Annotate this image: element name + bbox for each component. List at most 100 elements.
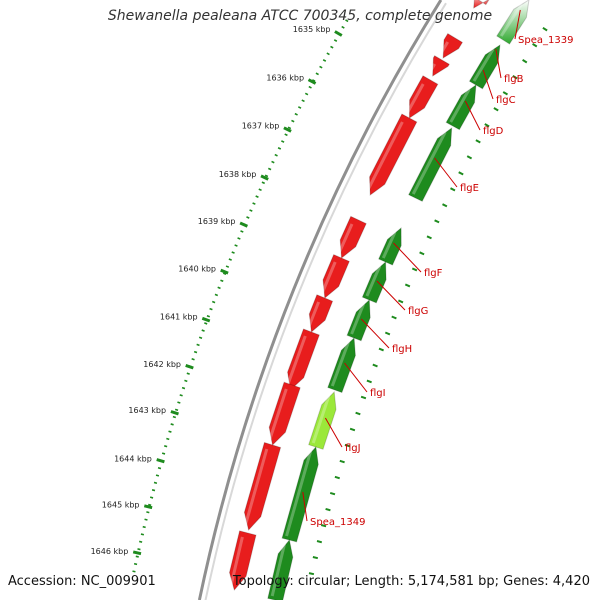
gene-label: Spea_1339	[518, 35, 573, 46]
forward-gene-arrow-shine	[229, 536, 244, 587]
inner-tick-mark	[334, 475, 340, 480]
backbone-shadow	[204, 2, 447, 600]
inner-tick-mark	[308, 572, 315, 576]
forward-gene-arrow	[473, 0, 490, 9]
gene-label: flgB	[504, 74, 524, 85]
gene-label-leader	[495, 48, 502, 79]
forward-gene-arrow	[308, 294, 334, 333]
gene-label: flgH	[392, 344, 412, 355]
gene-label-leader	[482, 69, 494, 100]
forward-gene-arrow	[408, 75, 439, 119]
reverse-gene-arrow-shine	[381, 231, 397, 259]
reverse-gene-arrow-shine	[270, 543, 286, 597]
gene-label-leader	[324, 417, 343, 448]
inner-tick-mark	[532, 43, 538, 48]
reverse-gene-arrow	[267, 538, 294, 600]
scale-tick-mark	[143, 504, 153, 510]
gene-label-leader	[376, 280, 406, 311]
gene-labels: Spea_1339 flgB flgC flgD flgE flgF flgG flgH flg…	[302, 9, 573, 528]
reverse-gene-arrow-shine	[311, 395, 331, 444]
gene-label: flgI	[370, 388, 386, 399]
inner-tick-mark	[384, 331, 391, 336]
inner-tick-mark	[325, 507, 331, 512]
scale-tick-label: 1641 kbp	[160, 313, 198, 322]
gene-label: flgF	[424, 268, 443, 279]
gene-label: flgC	[496, 95, 516, 106]
inner-tick-mark	[355, 411, 361, 416]
scale-tick-mark	[334, 30, 343, 37]
backbone-arc	[197, 0, 443, 600]
reverse-gene-arrow	[445, 83, 477, 131]
inner-tick-mark	[493, 107, 499, 112]
inner-tick-mark	[329, 491, 336, 496]
scale-tick-label: 1640 kbp	[178, 264, 216, 273]
scale-tick-label: 1644 kbp	[114, 454, 152, 463]
reverse-gene-arrow	[408, 126, 453, 202]
scale-tick-mark	[156, 458, 165, 464]
reverse-gene-arrow-shine	[472, 48, 495, 82]
scale-tick-mark	[170, 410, 179, 416]
reverse-gene-arrow-shine	[365, 265, 382, 297]
forward-gene-arrow-shine	[320, 261, 337, 295]
gene-label: Spea_1349	[310, 517, 365, 528]
gene-label: flgD	[483, 126, 504, 137]
forward-gene-arrow-shine	[366, 121, 404, 192]
reverse-gene-arrow-shine	[499, 3, 523, 37]
forward-gene-arrow	[243, 441, 282, 532]
gene-label-leader	[434, 157, 458, 188]
scale-tick-mark	[132, 550, 142, 556]
scale-dotted-ring	[131, 19, 349, 576]
forward-gene-arrow-shine	[428, 63, 437, 73]
inner-tick-mark	[398, 299, 404, 304]
scale-tick-label: 1638 kbp	[219, 170, 257, 179]
map-title: Shewanella pealeana ATCC 700345, complet…	[107, 8, 493, 24]
forward-gene-arrow-shine	[405, 83, 425, 115]
reverse-gene-arrow-shine	[285, 450, 313, 537]
inner-tick-mark	[484, 123, 490, 128]
gene-label-leader	[360, 318, 390, 349]
forward-gene-arrow-shine	[307, 301, 320, 329]
reverse-gene-arrow-shine	[411, 131, 447, 195]
scale-tick-mark	[307, 78, 317, 85]
inner-tick-mark	[378, 347, 384, 352]
inner-tick-mark	[512, 75, 518, 80]
forward-gene-arrow-shine	[439, 41, 449, 55]
reverse-gene-arrow	[361, 260, 387, 304]
reverse-gene-arrow-shine	[449, 88, 471, 123]
forward-gene-arrow	[228, 530, 257, 592]
forward-gene-arrow	[287, 328, 320, 392]
inner-tick-mark	[320, 524, 327, 528]
scale-tick-label: 1635 kbp	[293, 25, 331, 34]
scale-tick-label: 1645 kbp	[102, 501, 140, 510]
forward-gene-arrow-shine	[285, 335, 307, 387]
inner-tick-mark	[391, 315, 397, 320]
inner-tick-mark	[458, 171, 464, 176]
inner-tick-mark	[426, 235, 432, 240]
inner-tick-mark	[366, 379, 372, 384]
forward-gene-arrow-shine	[243, 448, 269, 527]
inner-tick-mark	[411, 267, 418, 272]
reverse-gene-arrow-shine	[350, 303, 365, 335]
scale-tick-label: 1639 kbp	[198, 217, 236, 226]
inner-tick-mark	[339, 459, 345, 464]
reverse-gene-arrow	[468, 43, 501, 90]
inner-tick-mark	[450, 187, 456, 192]
inner-tick-mark	[312, 556, 319, 560]
scale-ruler: 1635 kbp 1636 kbp 1637 kbp 1638 kbp 1639 kbp…	[91, 19, 349, 576]
scale-tick-mark	[283, 126, 292, 133]
reverse-gene-arrow	[281, 445, 319, 543]
gene-label-leader	[393, 242, 422, 273]
reverse-gene-arrow	[496, 0, 530, 45]
gene-label-leader	[464, 100, 481, 131]
scale-tick-mark	[201, 316, 211, 323]
scale-tick-label: 1642 kbp	[143, 360, 181, 369]
forward-gene-arrow	[369, 113, 418, 196]
scale-tick-label: 1643 kbp	[128, 406, 166, 415]
forward-gene-arrow-shine	[337, 223, 354, 255]
scale-tick-mark	[239, 221, 249, 228]
scale-tick-mark	[260, 174, 269, 181]
forward-gene-arrow	[339, 215, 367, 259]
inner-tick-mark	[442, 203, 448, 208]
scale-tick-mark	[220, 268, 229, 275]
